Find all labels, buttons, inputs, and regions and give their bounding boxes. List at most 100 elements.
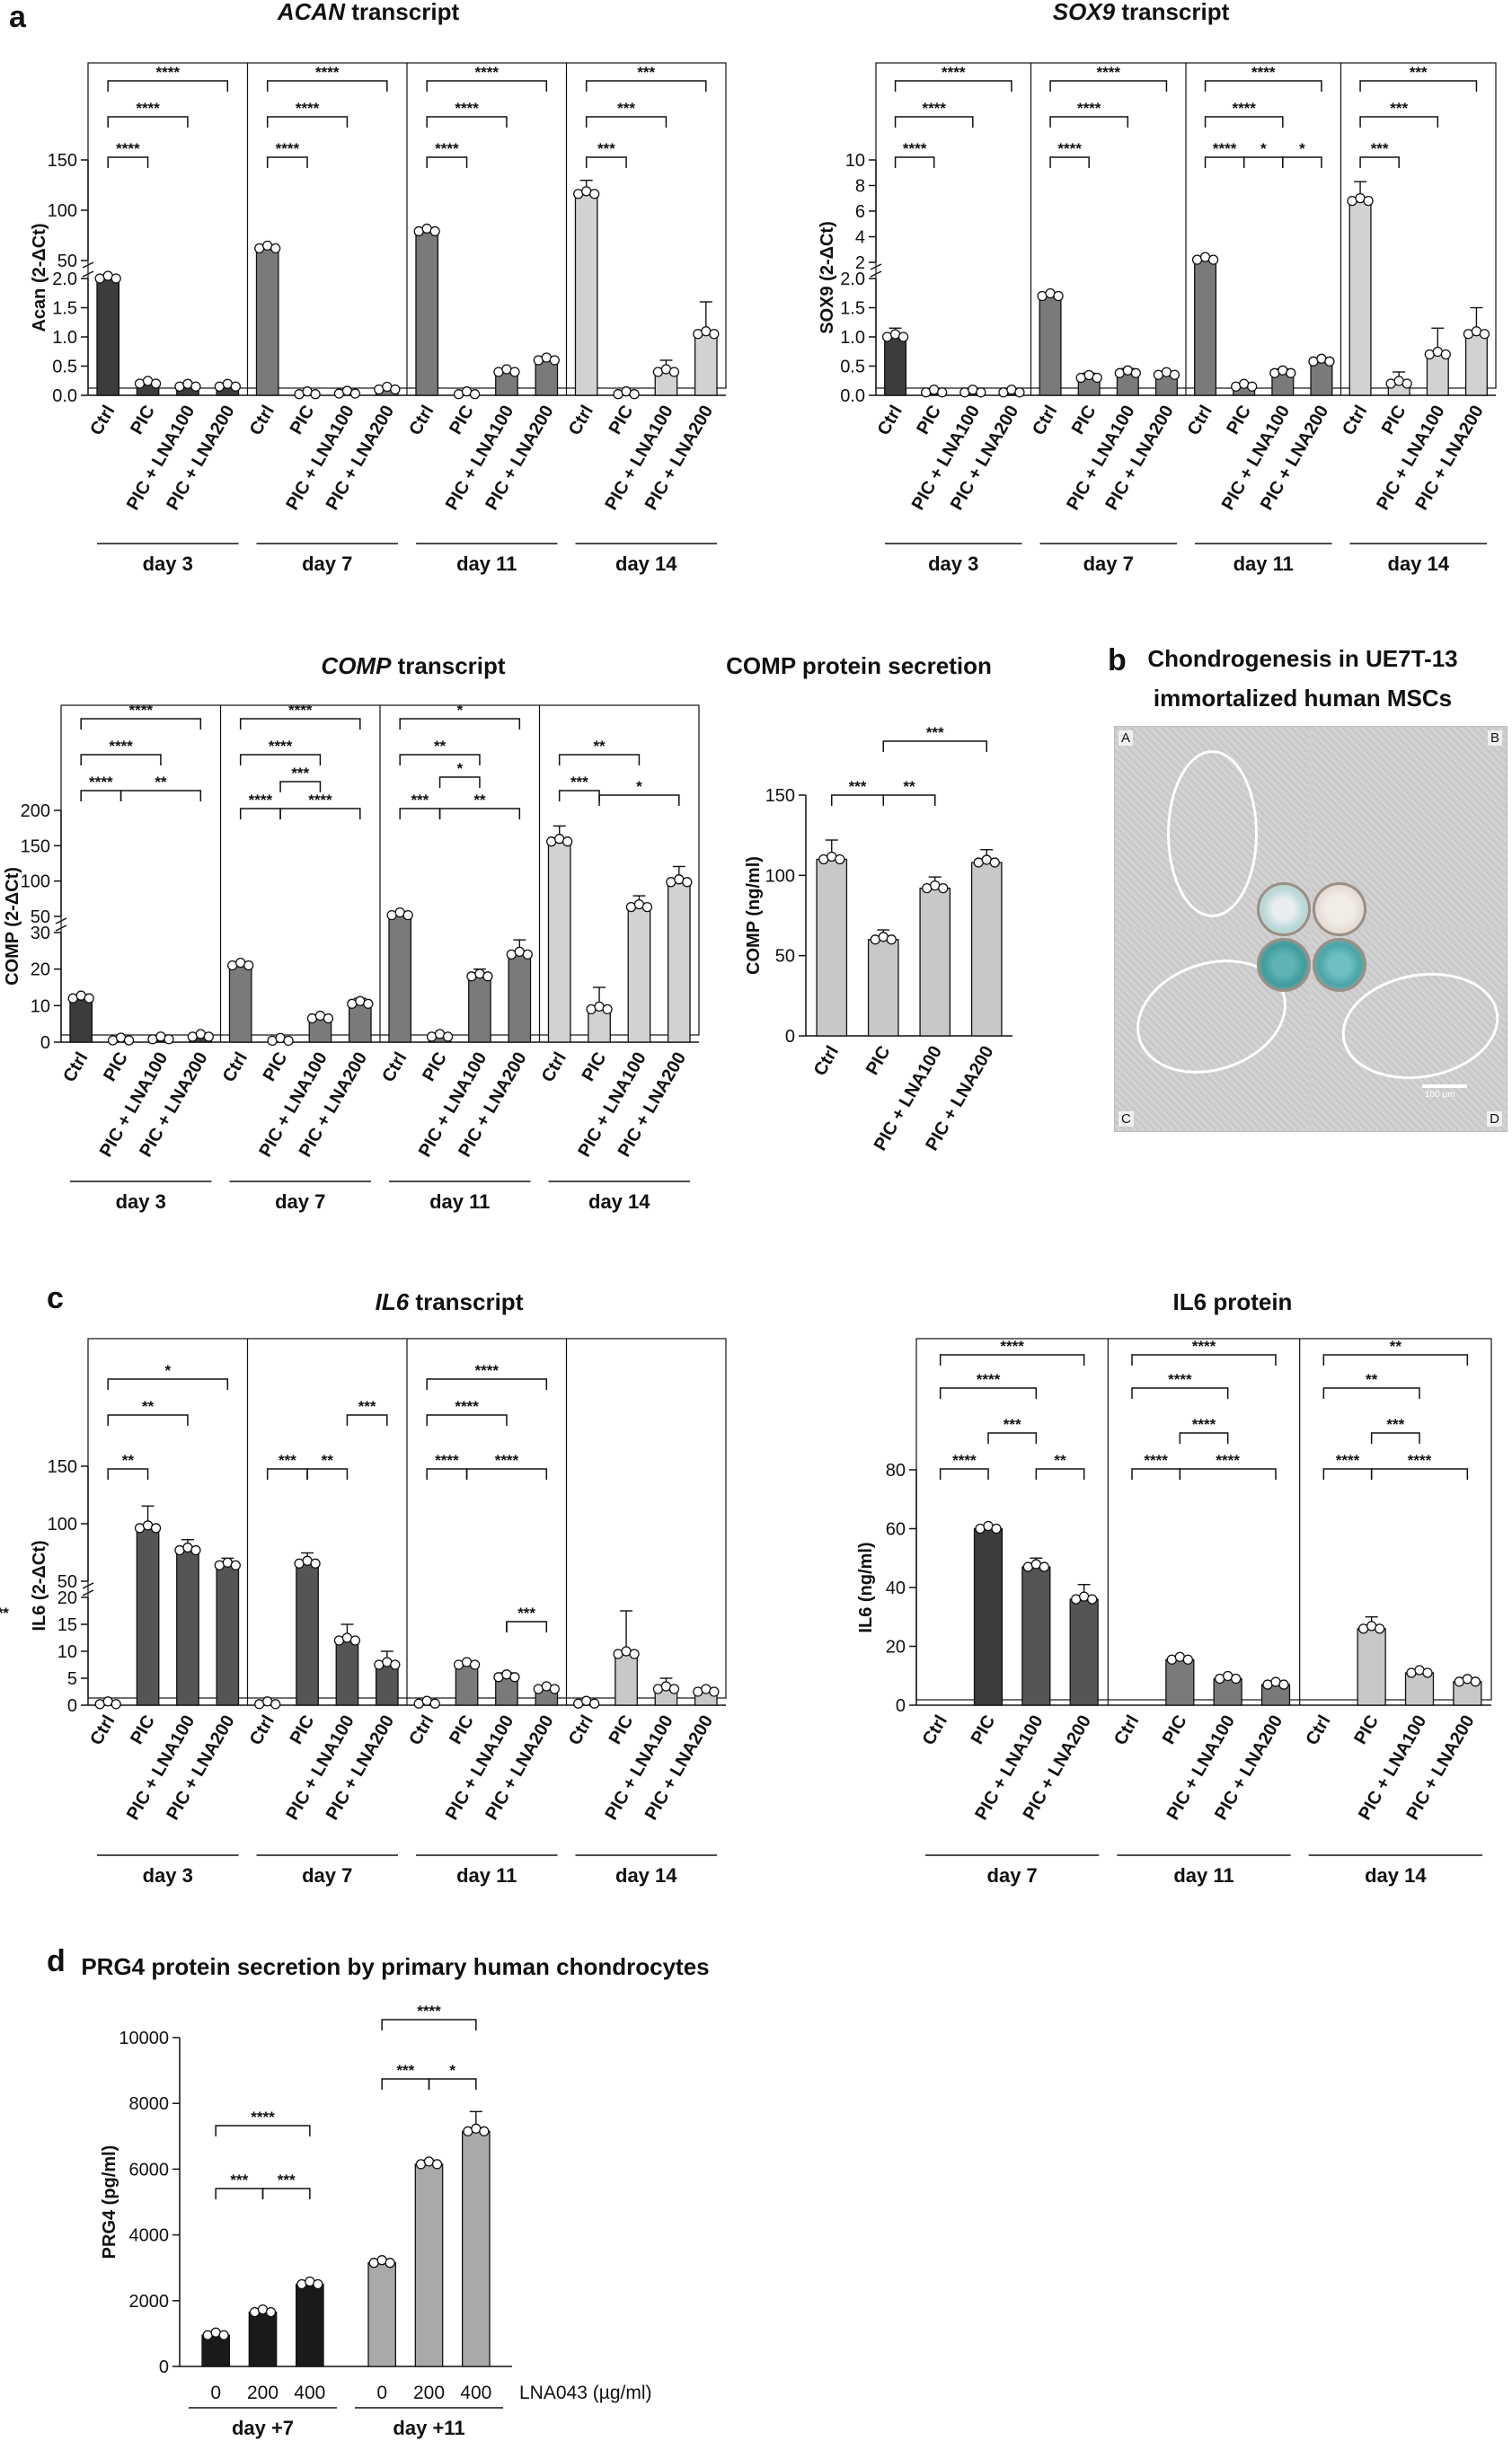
acan-significance-bracket-label: **** bbox=[156, 64, 181, 81]
il6-ytick-label: 50 bbox=[57, 1572, 77, 1592]
comp-bar bbox=[69, 997, 93, 1043]
comp-significance-bracket-label: ** bbox=[434, 738, 447, 755]
sox9-significance-bracket bbox=[1359, 80, 1478, 92]
il6_protein-significance-bracket-label: **** bbox=[1192, 1416, 1216, 1433]
sox9-xtick-label: Ctrl bbox=[1339, 402, 1371, 439]
comp_protein-bar bbox=[970, 862, 1003, 1037]
comp-significance-bracket-label: **** bbox=[129, 702, 154, 719]
il6-bar-2-dot bbox=[509, 1672, 520, 1683]
il6-bar bbox=[455, 1664, 479, 1706]
acan-bar-0-dot bbox=[270, 243, 281, 254]
il6-ytick-label: 15 bbox=[57, 1615, 77, 1635]
acan-significance-bracket-label: **** bbox=[475, 64, 500, 81]
sox9-ytick-label: 1.5 bbox=[840, 299, 865, 319]
sox9-bar-2-dot bbox=[1286, 367, 1296, 378]
prg4-significance-bracket bbox=[381, 2019, 477, 2030]
sox9-xtick-label: Ctrl bbox=[874, 402, 906, 439]
prg4-xtick-label: 200 bbox=[247, 2383, 279, 2403]
il6-significance-bracket bbox=[426, 1414, 508, 1426]
il6_protein-significance-bracket bbox=[1035, 1468, 1085, 1480]
acan-ylabel: Acan (2-ΔCt) bbox=[30, 223, 49, 332]
comp-bar bbox=[228, 964, 252, 1043]
il6-xtick-label: PIC bbox=[446, 1712, 478, 1748]
acan-significance-bracket bbox=[426, 116, 508, 128]
il6-significance-bracket-label: ** bbox=[322, 1452, 334, 1469]
comp-significance-bracket-label: * bbox=[456, 702, 463, 719]
acan-bar bbox=[96, 278, 120, 396]
il6-bar-0-dot bbox=[589, 1698, 600, 1709]
comp-bar bbox=[388, 914, 412, 1043]
il6_protein-significance-bracket bbox=[1322, 1387, 1420, 1399]
prg4-significance-bracket-label: *** bbox=[396, 2062, 414, 2079]
sox9-significance-bracket-label: *** bbox=[1410, 64, 1428, 81]
prg4-xtick-label: 200 bbox=[413, 2383, 445, 2403]
il6_protein-significance-bracket-label: **** bbox=[1408, 1452, 1432, 1469]
comp-significance-bracket-label: **** bbox=[308, 792, 332, 809]
il6_protein-ytick-label: 0 bbox=[896, 1696, 906, 1716]
acan-xtick-label: PIC bbox=[127, 402, 159, 438]
acan-bar bbox=[415, 230, 439, 396]
prg4-significance-bracket-label: *** bbox=[278, 2171, 296, 2189]
il6-significance-bracket-label: *** bbox=[517, 1605, 535, 1622]
sox9-bar bbox=[1310, 360, 1333, 396]
il6-ytick-label: 150 bbox=[48, 1457, 77, 1477]
comp_protein-significance-bracket bbox=[831, 794, 884, 806]
sox9-bar-1-dot bbox=[1401, 378, 1412, 389]
il6_protein-significance-bracket-label: **** bbox=[1168, 1371, 1192, 1388]
il6-bar-3-dot bbox=[230, 1560, 241, 1570]
sox9-xtick-label: PIC bbox=[1068, 402, 1101, 438]
sox9-significance-bracket-label: * bbox=[1299, 140, 1305, 157]
well-a bbox=[1257, 882, 1311, 936]
il6-bar-1-dot bbox=[310, 1558, 321, 1569]
prg4-bar-0-dot bbox=[385, 2258, 395, 2269]
comp-significance-bracket-label: **** bbox=[109, 738, 133, 755]
comp-significance-bracket bbox=[399, 808, 441, 819]
comp-significance-bracket bbox=[438, 808, 521, 819]
il6_protein-ylabel: IL6 (ng/ml) bbox=[856, 1542, 876, 1632]
il6_protein-significance-bracket bbox=[939, 1468, 989, 1480]
il6-significance-bracket bbox=[465, 1468, 548, 1480]
well-d bbox=[1313, 938, 1366, 992]
il6_protein-bar-2-dot bbox=[1231, 1673, 1242, 1685]
acan-bar bbox=[574, 193, 598, 396]
comp_protein-significance-bracket-label: *** bbox=[926, 724, 944, 741]
comp-bar-2-dot bbox=[323, 1013, 334, 1024]
comp-significance-bracket-label: **** bbox=[288, 702, 313, 719]
acan-significance-bracket bbox=[585, 156, 627, 168]
prg4-significance-bracket bbox=[215, 2125, 311, 2136]
sox9-title: SOX9 transcript bbox=[1053, 0, 1230, 25]
sox9-bar-1-dot bbox=[1092, 372, 1102, 384]
il6_protein-significance-bracket bbox=[939, 1354, 1085, 1366]
prg4-group-label: day +7 bbox=[232, 2417, 294, 2439]
comp-bar-0-dot bbox=[84, 993, 94, 1004]
sox9-significance-bracket-label: **** bbox=[1251, 64, 1276, 81]
il6_protein-significance-bracket bbox=[987, 1432, 1038, 1444]
il6_protein-significance-bracket-label: **** bbox=[977, 1371, 1001, 1388]
acan-bar bbox=[694, 333, 718, 396]
prg4-group-label: day +11 bbox=[393, 2417, 464, 2439]
il6_protein-bar-3-dot bbox=[1087, 1594, 1098, 1605]
prg4-ytick-label: 6000 bbox=[129, 2160, 170, 2180]
sox9-significance-bracket bbox=[1282, 156, 1322, 168]
sox9-bar-2-dot bbox=[976, 387, 986, 398]
acan-significance-bracket-label: **** bbox=[315, 64, 340, 81]
comp-bar-2-dot bbox=[641, 901, 653, 913]
sox9-group-label: day 14 bbox=[1388, 553, 1450, 575]
comp-bar-3-dot bbox=[522, 949, 533, 960]
sox9-ytick-label: 2 bbox=[855, 253, 865, 273]
comp-bar-2-dot bbox=[164, 1034, 174, 1045]
il6_protein-significance-bracket bbox=[1370, 1468, 1469, 1480]
il6_protein-significance-bracket-label: **** bbox=[1000, 1338, 1024, 1355]
comp_protein-significance-bracket bbox=[882, 740, 987, 752]
prg4-ylabel: PRG4 (pg/ml) bbox=[100, 2145, 119, 2260]
sox9-ytick-label: 1.0 bbox=[840, 328, 865, 348]
sox9-significance-bracket-label: **** bbox=[922, 100, 946, 117]
acan-ytick-label: 0.0 bbox=[52, 386, 77, 406]
comp-significance-bracket-label: *** bbox=[570, 774, 588, 791]
sox9-significance-bracket bbox=[894, 116, 974, 128]
acan-xtick-label: Ctrl bbox=[86, 402, 119, 439]
comp_protein-bar-1-dot bbox=[886, 934, 897, 945]
quadrant-label-c: C bbox=[1119, 1111, 1134, 1127]
acan-bar-2-dot bbox=[509, 367, 520, 377]
acan-bar-1-dot bbox=[629, 389, 640, 400]
